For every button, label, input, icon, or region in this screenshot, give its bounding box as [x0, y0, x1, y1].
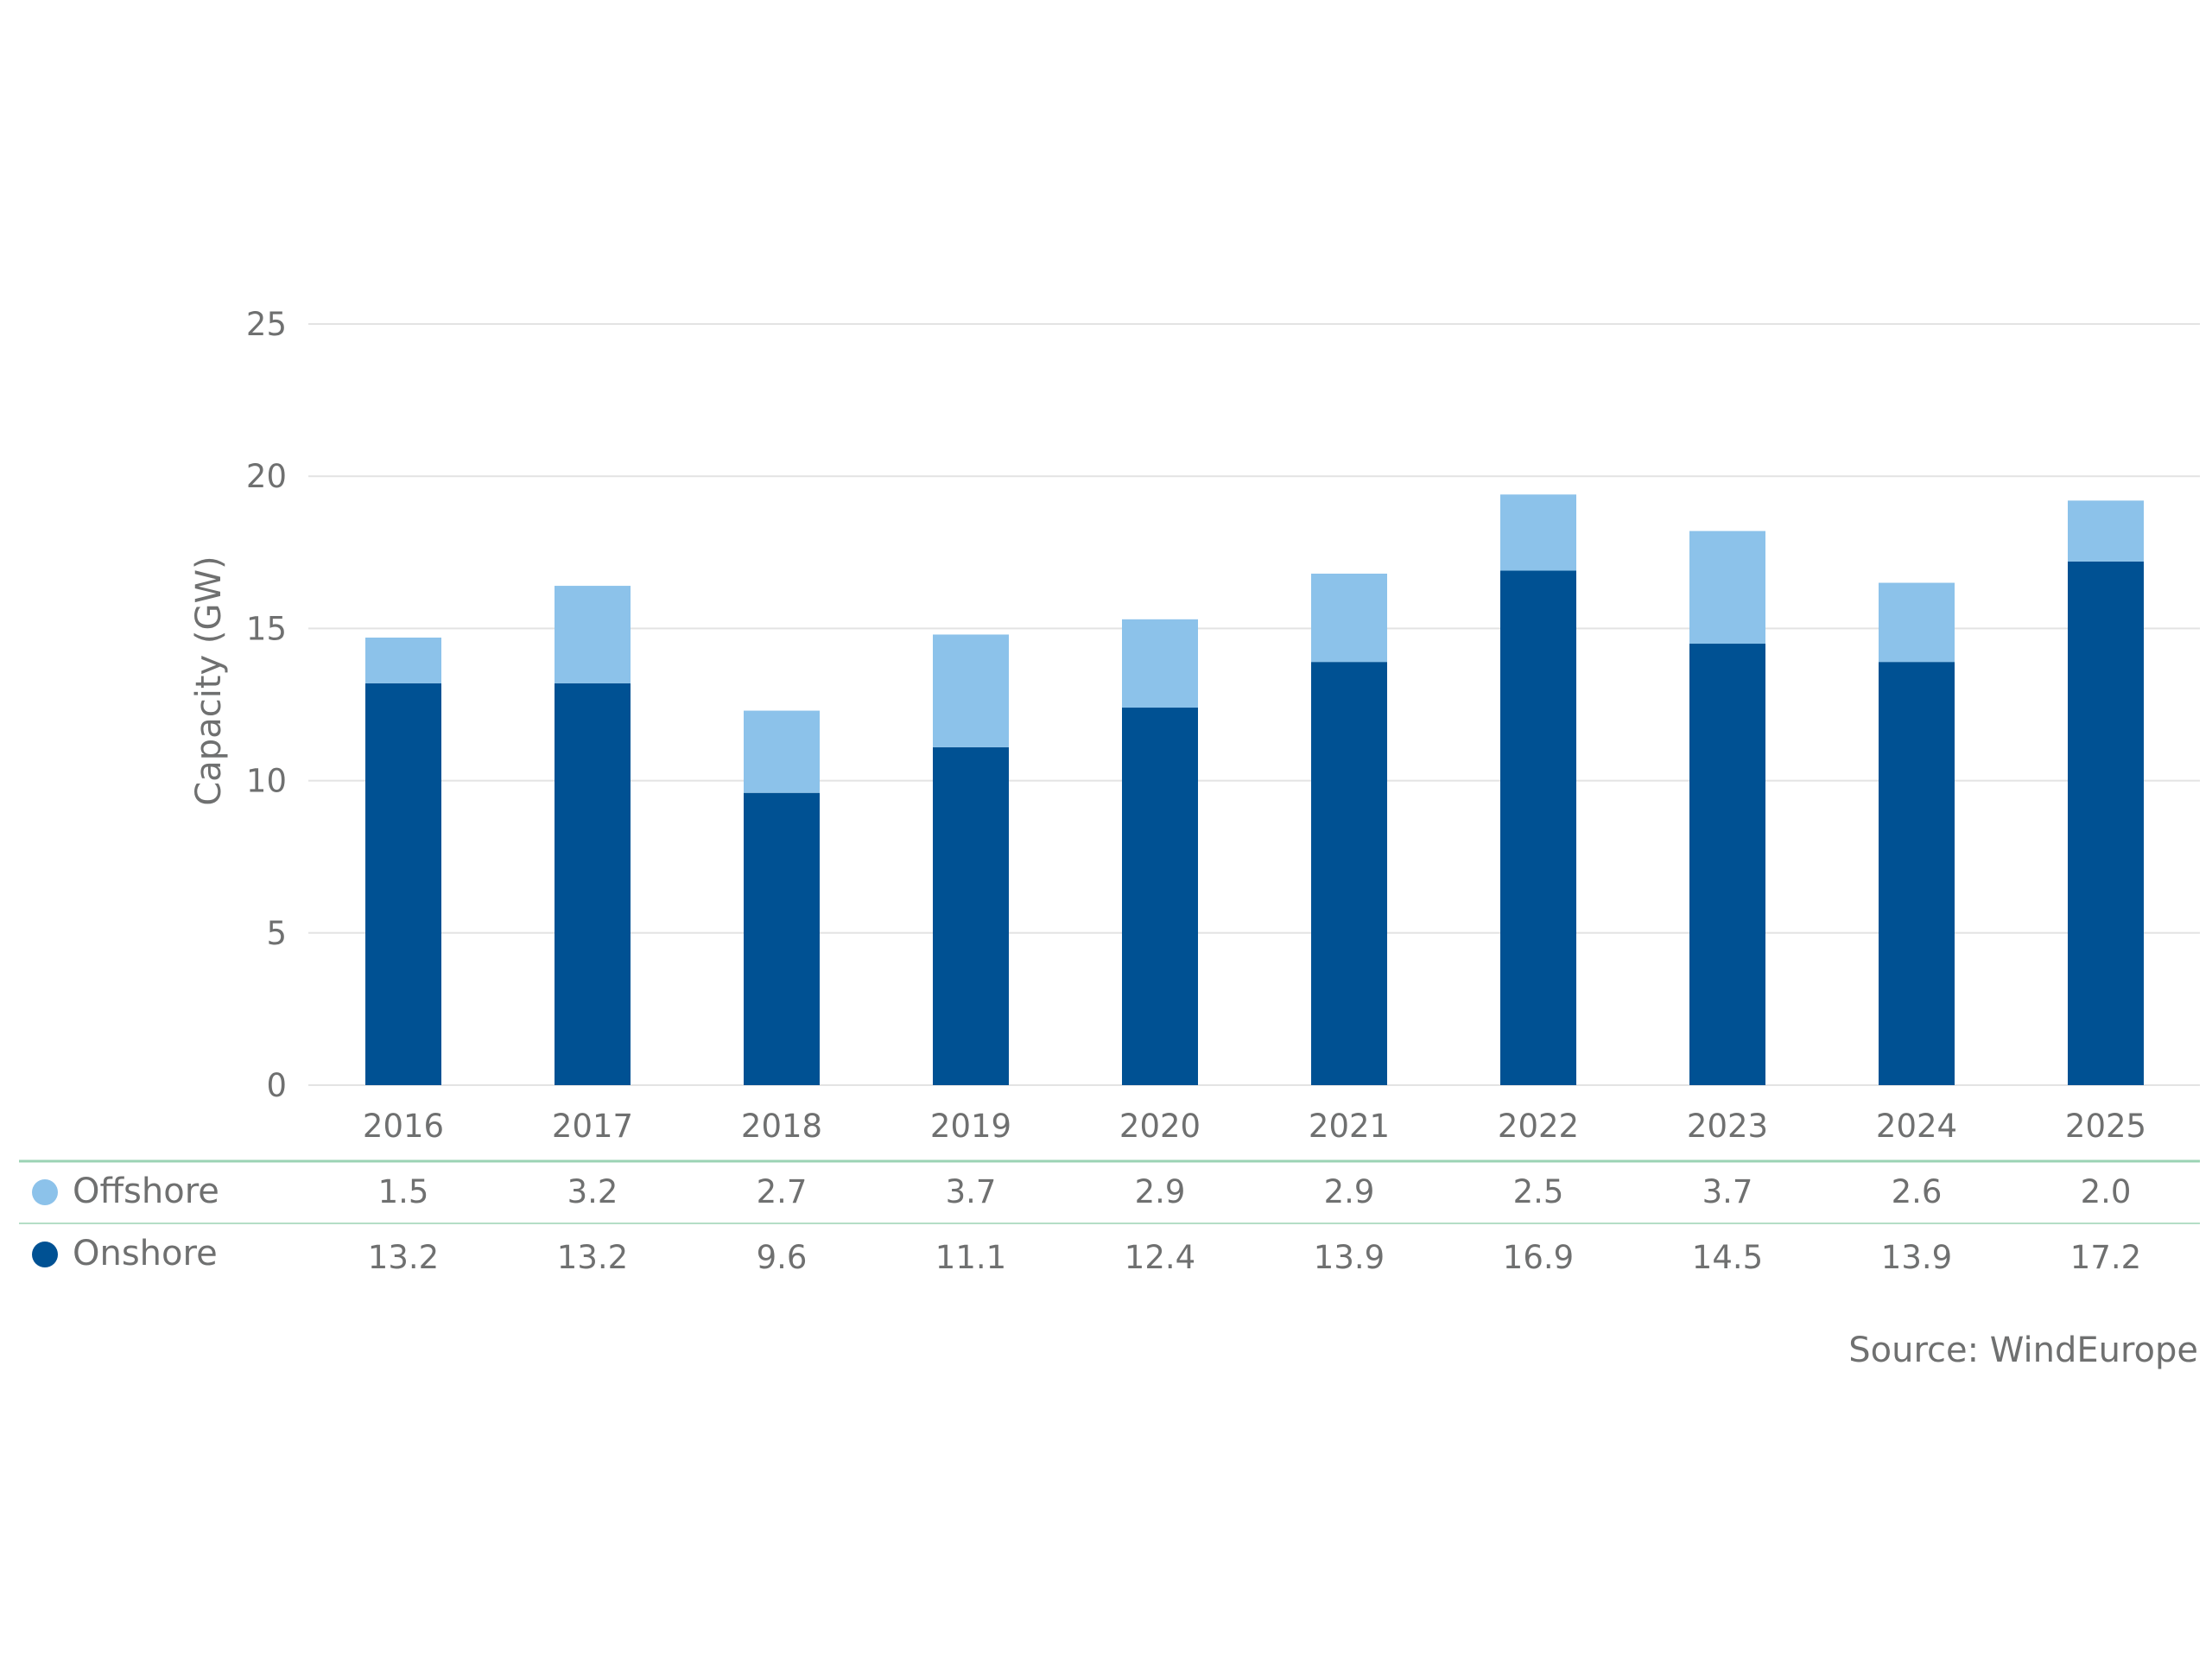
table-value-onshore: 13.9	[1314, 1239, 1385, 1276]
bar-offshore	[933, 634, 1009, 747]
bar-onshore	[365, 683, 441, 1085]
table-value-onshore: 9.6	[757, 1239, 808, 1276]
x-tick-label: 2019	[930, 1108, 1011, 1145]
table-value-onshore: 16.9	[1503, 1239, 1574, 1276]
table-value-offshore: 3.7	[946, 1173, 997, 1210]
bar-onshore	[2068, 561, 2144, 1085]
bar-onshore	[744, 792, 820, 1085]
bar-offshore	[1689, 530, 1765, 645]
legend-label-onshore: Onshore	[73, 1234, 218, 1273]
bar-onshore	[1879, 662, 1955, 1085]
bar-onshore	[1311, 662, 1387, 1085]
x-tick-label: 2017	[552, 1108, 633, 1145]
y-tick-label: 5	[266, 915, 287, 952]
bar-onshore	[1122, 708, 1198, 1085]
table-value-onshore: 13.2	[557, 1239, 628, 1276]
x-tick-label: 2024	[1876, 1108, 1957, 1145]
bar-onshore	[1500, 570, 1576, 1085]
y-tick-label: 10	[246, 763, 287, 800]
bar-offshore	[744, 710, 820, 793]
table-value-offshore: 2.0	[2081, 1173, 2132, 1210]
table-value-onshore: 13.9	[1881, 1239, 1952, 1276]
y-tick-label: 15	[246, 610, 287, 647]
table-value-onshore: 13.2	[368, 1239, 439, 1276]
table-value-onshore: 14.5	[1692, 1239, 1763, 1276]
bar-offshore	[2068, 500, 2144, 562]
bar-offshore	[555, 586, 631, 683]
x-tick-label: 2021	[1309, 1108, 1390, 1145]
legend-marker-offshore	[32, 1179, 58, 1205]
table-value-offshore: 2.9	[1135, 1173, 1186, 1210]
x-tick-label: 2023	[1687, 1108, 1768, 1145]
x-tick-label: 2016	[363, 1108, 444, 1145]
table-value-onshore: 12.4	[1125, 1239, 1195, 1276]
table-value-offshore: 2.9	[1324, 1173, 1375, 1210]
legend-label-offshore: Offshore	[73, 1172, 219, 1211]
table-value-onshore: 17.2	[2070, 1239, 2141, 1276]
source-text: Source: WindEurope	[1848, 1331, 2198, 1370]
table-value-offshore: 2.7	[757, 1173, 808, 1210]
x-tick-label: 2022	[1498, 1108, 1579, 1145]
bar-onshore	[1689, 644, 1765, 1085]
y-axis-label: Capacity (GW)	[189, 556, 229, 805]
x-tick-label: 2018	[741, 1108, 822, 1145]
y-tick-label: 0	[266, 1067, 287, 1104]
table-value-offshore: 3.7	[1702, 1173, 1753, 1210]
y-tick-label: 25	[246, 306, 287, 343]
y-tick-label: 20	[246, 458, 287, 495]
legend-marker-onshore	[32, 1242, 58, 1267]
table-value-offshore: 1.5	[378, 1173, 429, 1210]
x-tick-label: 2020	[1119, 1108, 1201, 1145]
bar-offshore	[1311, 573, 1387, 663]
bar-onshore	[933, 746, 1009, 1085]
bar-offshore	[1122, 619, 1198, 708]
table-value-offshore: 2.5	[1513, 1173, 1564, 1210]
table-value-onshore: 11.1	[935, 1239, 1006, 1276]
bar-offshore	[1879, 582, 1955, 663]
bar-onshore	[555, 683, 631, 1085]
bar-offshore	[1500, 494, 1576, 571]
bar-offshore	[365, 637, 441, 683]
table-value-offshore: 3.2	[567, 1173, 618, 1210]
x-tick-label: 2025	[2065, 1108, 2146, 1145]
table-value-offshore: 2.6	[1892, 1173, 1943, 1210]
